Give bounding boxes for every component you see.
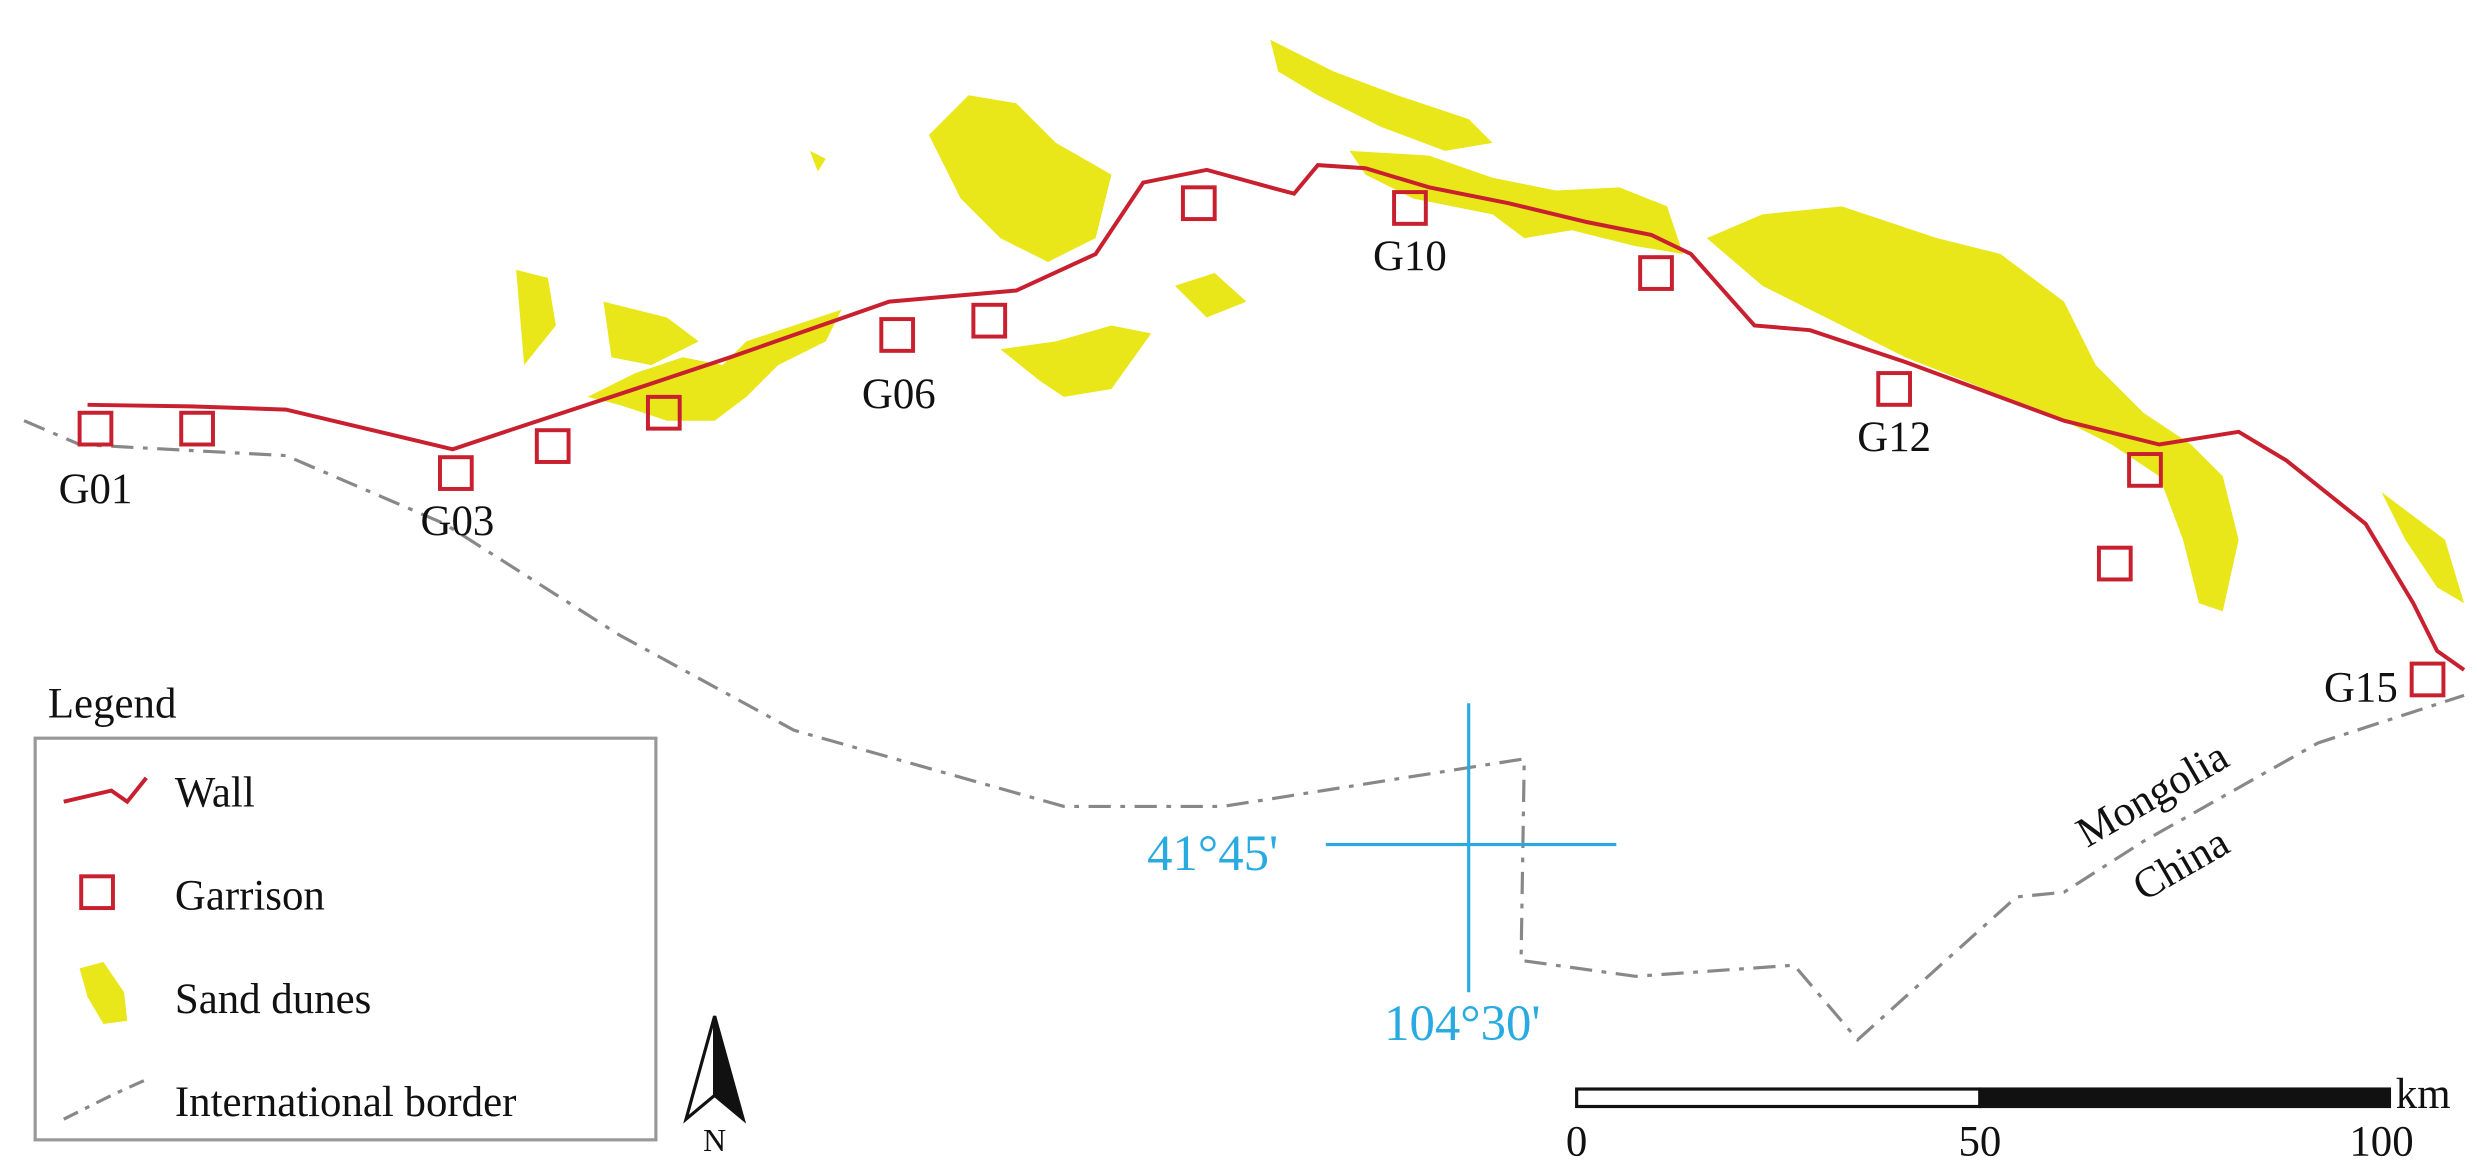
legend-wall-symbol [63,776,148,805]
dune [1706,206,2239,612]
garrison [1876,371,1913,407]
latitude-label: 41°45' [1147,825,1278,881]
dune [603,301,699,366]
legend-item: Sand dunes [175,976,371,1023]
garrison [534,428,571,464]
garrison [1180,185,1217,222]
scale-label: 100 [2349,1119,2413,1166]
legend-border-symbol [63,1078,147,1121]
garrison-label: G01 [59,466,133,513]
dune [1174,273,1247,318]
garrison-label: G06 [862,371,936,418]
scale-label: 50 [1958,1119,2001,1166]
legend-item: Wall [175,769,255,816]
north-label: N [703,1123,726,1158]
garrison [879,317,916,353]
garrison [2409,661,2446,698]
garrison [1392,190,1428,226]
longitude-label: 104°30' [1384,995,1540,1051]
garrisons [77,185,2446,698]
scale-bar-black [1978,1087,2392,1109]
legend-item: International border [175,1079,517,1126]
dune [587,309,842,421]
garrison-label: G12 [1857,414,1931,461]
scale-label: 0 [1566,1119,1587,1166]
legend-item: Garrison [175,873,325,920]
legend-title: Legend [48,681,177,728]
dune [809,150,826,172]
north-arrow-left [683,1015,717,1124]
graticule [1325,703,1617,993]
north-arrow [683,1015,747,1124]
garrison [1638,255,1674,291]
country-label: China [2125,819,2237,911]
dune [928,95,1112,262]
garrison [179,410,215,447]
garrison [645,394,682,431]
garrison-label: G15 [2324,665,2398,712]
legend-garrison-symbol [79,874,115,911]
garrison-label: G03 [421,498,495,545]
dune [1349,150,1684,255]
scale-bar-white [1575,1087,1982,1109]
garrison [2096,545,2133,582]
garrison [437,455,474,491]
dune [1000,325,1152,397]
scale-unit: km [2396,1071,2451,1118]
international-border [23,419,2465,1043]
garrison [971,302,1008,339]
dune [516,269,556,366]
wall [87,163,2466,672]
sand-dunes [516,39,2465,612]
north-arrow-right [713,1015,747,1124]
dune [1270,39,1493,151]
garrison [2127,452,2163,488]
legend-box [33,736,658,1142]
legend-dune-symbol [79,962,128,1024]
garrison [77,410,114,447]
garrison-label: G10 [1373,233,1447,280]
dune [2381,492,2465,604]
